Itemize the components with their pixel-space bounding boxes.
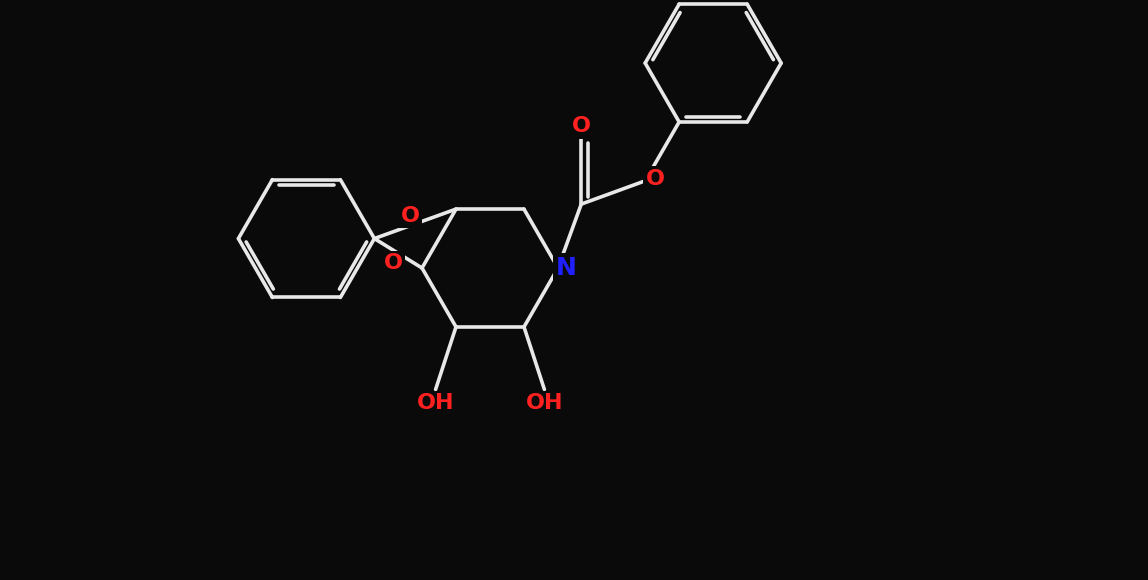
- Text: O: O: [383, 253, 403, 273]
- Text: OH: OH: [417, 393, 455, 414]
- Text: N: N: [556, 256, 576, 280]
- Text: O: O: [572, 116, 591, 136]
- Text: OH: OH: [526, 393, 564, 414]
- Text: O: O: [401, 206, 420, 226]
- Text: O: O: [645, 169, 665, 189]
